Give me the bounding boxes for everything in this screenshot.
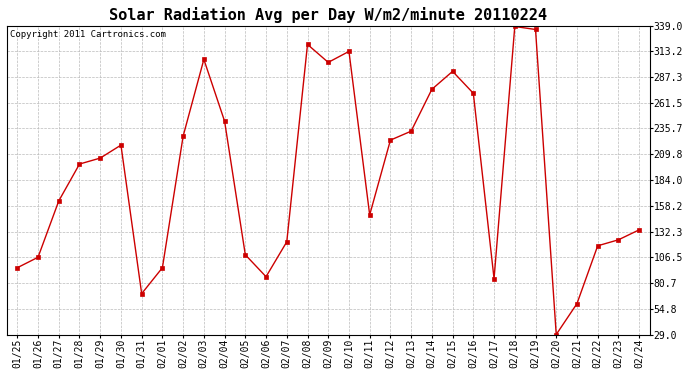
Text: Copyright 2011 Cartronics.com: Copyright 2011 Cartronics.com [10,30,166,39]
Title: Solar Radiation Avg per Day W/m2/minute 20110224: Solar Radiation Avg per Day W/m2/minute … [109,7,547,23]
